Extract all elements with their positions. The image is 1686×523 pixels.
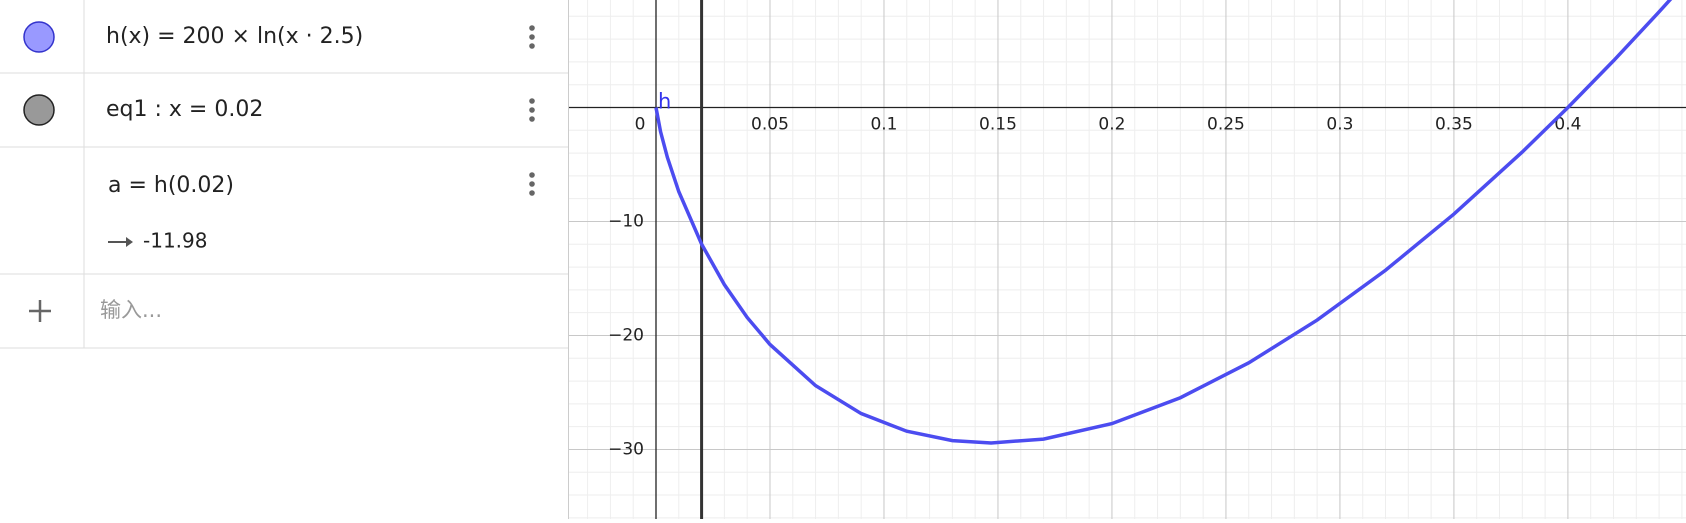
- x-tick-label: 0.1: [870, 114, 897, 134]
- result-arrow: [108, 237, 133, 247]
- x-tick-label: 0: [635, 114, 646, 134]
- x-tick-label: 0.3: [1326, 114, 1353, 134]
- result: -11.98: [143, 229, 207, 253]
- add-icon[interactable]: [29, 300, 51, 322]
- x-tick-label: 0.4: [1554, 114, 1581, 134]
- x-tick-label: 0.35: [1435, 114, 1473, 134]
- input-placeholder[interactable]: 输入...: [100, 298, 162, 322]
- function-curve: [654, 0, 1673, 445]
- menu-button[interactable]: [529, 98, 535, 122]
- menu-button[interactable]: [529, 172, 535, 196]
- expression[interactable]: h(x) = 200 × ln(x · 2.5): [106, 24, 363, 49]
- y-tick-label: −20: [608, 325, 644, 345]
- x-tick-label: 0.25: [1207, 114, 1245, 134]
- x-tick-label: 0.2: [1098, 114, 1125, 134]
- visibility-toggle[interactable]: [23, 94, 55, 126]
- menu-button[interactable]: [529, 25, 535, 49]
- graphics-view: 0 0.05 0.1 0.15 0.2 0.25 0.3 0.35 0.4 −30 −20 −10 h: [569, 0, 1686, 519]
- x-tick-label: 0.15: [979, 114, 1017, 134]
- expression[interactable]: eq1 : x = 0.02: [106, 97, 263, 122]
- y-tick-label: −30: [608, 439, 644, 459]
- visibility-toggle[interactable]: [23, 21, 55, 53]
- panel-bg: [0, 0, 568, 519]
- algebra-panel: h(x) = 200 × ln(x · 2.5) eq1 : x = 0.02 …: [0, 0, 569, 519]
- expression[interactable]: a = h(0.02): [108, 173, 234, 198]
- y-tick-label: −10: [608, 211, 644, 231]
- x-tick-label: 0.05: [751, 114, 789, 134]
- graph-bg: [569, 0, 1686, 519]
- curve-label: h: [658, 89, 671, 113]
